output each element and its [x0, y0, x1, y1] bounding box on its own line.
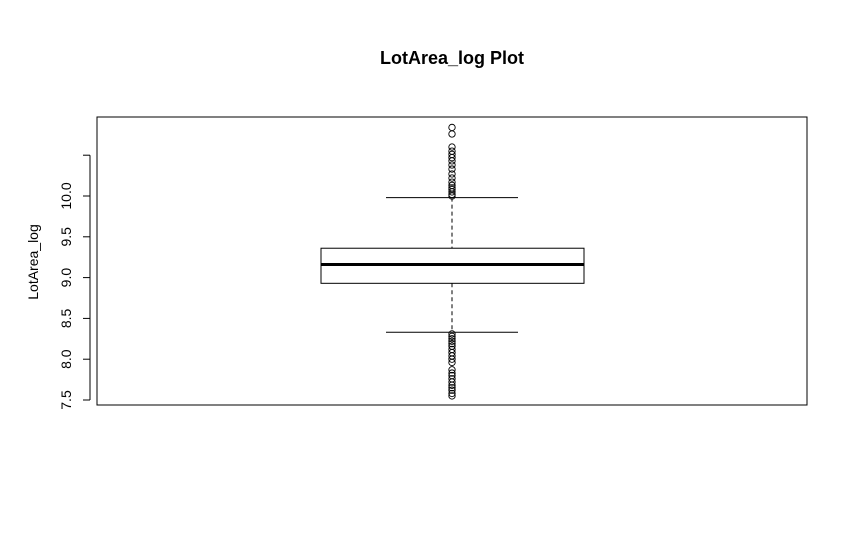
chart-title: LotArea_log Plot: [379, 48, 524, 68]
outlier-point: [448, 123, 456, 132]
outlier-point: [448, 150, 456, 159]
outlier-point: [448, 184, 456, 192]
outlier-point: [448, 384, 456, 392]
outlier-point: [448, 174, 456, 182]
outlier-point: [448, 386, 456, 394]
outlier-point: [448, 330, 456, 338]
outlier-point: [448, 366, 456, 374]
outlier-point: [448, 332, 456, 341]
y-tick-label: 8.5: [58, 308, 74, 328]
outlier-point: [448, 381, 456, 389]
outlier-point: [448, 161, 456, 169]
outlier-point: [448, 143, 456, 151]
outlier-points: [448, 123, 456, 400]
outlier-point: [448, 392, 456, 400]
outlier-point: [448, 178, 456, 186]
outlier-point: [448, 181, 456, 190]
y-tick-label: 9.0: [58, 268, 74, 288]
plot-frame: [96, 116, 808, 406]
y-axis: 7.5 8.0 8.5 9.0 9.5 10.0: [58, 154, 90, 410]
outlier-point: [448, 337, 456, 345]
y-tick-label: 8.0: [58, 349, 74, 369]
outlier-point: [448, 170, 456, 178]
y-tick-label: 7.5: [58, 390, 74, 410]
outlier-point: [448, 389, 456, 398]
outlier-point: [448, 358, 456, 367]
outlier-point: [448, 130, 456, 138]
outlier-point: [448, 369, 456, 377]
outlier-point: [448, 165, 456, 173]
box-group: [320, 197, 585, 333]
outlier-point: [448, 147, 456, 155]
y-axis-label: LotArea_log: [25, 224, 41, 300]
outlier-point: [448, 335, 456, 343]
y-tick-label: 10.0: [58, 182, 74, 209]
outlier-point: [448, 378, 456, 386]
y-tick-label: 9.5: [58, 227, 74, 247]
outlier-point: [448, 340, 456, 348]
outlier-point: [448, 355, 456, 363]
